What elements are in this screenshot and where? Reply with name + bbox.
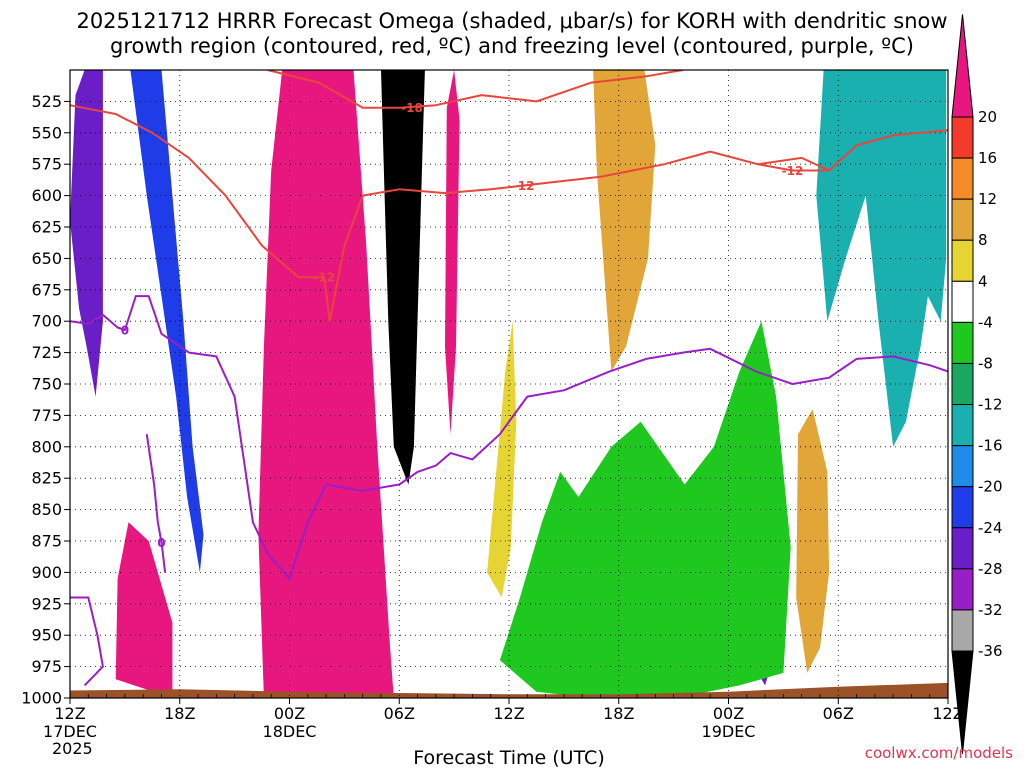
grid-lines: [69, 70, 949, 699]
y-tick-label: 825: [31, 469, 62, 488]
omega-region-1: [115, 522, 173, 698]
freezing-contour-label-1: 0: [157, 536, 165, 550]
colorbar-segment: [951, 321, 974, 364]
colorbar-label: -36: [978, 642, 1003, 660]
x-tick-label: 06Z: [384, 704, 415, 723]
colorbar-label: -28: [978, 560, 1003, 578]
y-tick-label: 925: [31, 594, 62, 613]
omega-region-10: [593, 70, 656, 372]
colorbar-segment: [951, 239, 974, 282]
x-tick-label: 12Z: [54, 704, 85, 723]
colorbar-label: -4: [978, 313, 993, 331]
y-tick-label: 550: [31, 123, 62, 142]
x-tick-label: 18Z: [603, 704, 634, 723]
y-tick-label: 675: [31, 280, 62, 299]
colorbar-segment: [951, 609, 974, 652]
x-tick-date: 18DEC: [263, 722, 317, 741]
dgz-contour-line-3: [757, 163, 830, 172]
colorbar-label: -8: [978, 354, 993, 372]
credit-text: coolwx.com/models: [865, 744, 1013, 762]
y-tick-label: 1000: [21, 689, 62, 708]
y-tick-label: 800: [31, 437, 62, 456]
y-tick-label: 850: [31, 500, 62, 519]
y-tick-label: 950: [31, 626, 62, 645]
colorbar-segment: [951, 198, 974, 241]
omega-region-0: [258, 70, 394, 698]
omega-region-3: [381, 70, 425, 485]
dgz-contour-label-2: -12: [313, 271, 335, 285]
y-tick-label: 625: [31, 218, 62, 237]
freezing-contour-label-0: 0: [121, 323, 129, 337]
x-tick-label: 18Z: [164, 704, 195, 723]
y-tick-label: 700: [31, 312, 62, 331]
colorbar-segment: [951, 116, 974, 159]
x-tick-label: 00Z: [274, 704, 305, 723]
colorbar-segment: [951, 486, 974, 529]
dgz-contour-label-0: -18: [401, 101, 423, 115]
y-tick-label: 725: [31, 343, 62, 362]
y-tick-label: 775: [31, 406, 62, 425]
y-tick-label: 900: [31, 563, 62, 582]
y-tick-label: 650: [31, 249, 62, 268]
ground-surface: [70, 682, 948, 698]
x-tick-label: 06Z: [823, 704, 854, 723]
omega-region-2: [445, 70, 460, 435]
x-tick-label: 00Z: [713, 704, 744, 723]
colorbar-segment: [951, 157, 974, 200]
colorbar-segment: [951, 404, 974, 447]
freezing-contour-line-0: [70, 295, 948, 580]
dgz-contour-line-1: [328, 129, 948, 322]
colorbar-label: -32: [978, 601, 1003, 619]
freezing-contour-line-1: [145, 434, 167, 573]
x-tick-year: 2025: [52, 739, 93, 758]
colorbar-label: 20: [978, 108, 997, 126]
dgz-contour-line-2: [70, 104, 331, 322]
colorbar-label: -20: [978, 478, 1003, 496]
x-tick-date: 17DEC: [43, 722, 97, 741]
colorbar-segment: [951, 527, 974, 570]
x-tick-label: 12Z: [493, 704, 524, 723]
colorbar-segment: [951, 568, 974, 611]
colorbar-label: 12: [978, 190, 997, 208]
omega-region-4: [70, 70, 103, 397]
colorbar-bottom-arrow: [951, 650, 974, 754]
y-tick-label: 575: [31, 155, 62, 174]
colorbar-label: 8: [978, 231, 988, 249]
colorbar-label: -24: [978, 519, 1003, 537]
y-tick-label: 975: [31, 657, 62, 676]
colorbar-segment: [951, 445, 974, 488]
y-tick-label: 600: [31, 186, 62, 205]
colorbar-segment: [951, 362, 974, 406]
x-axis-title: Forecast Time (UTC): [413, 747, 604, 768]
y-tick-label: 875: [31, 532, 62, 551]
freezing-contour-line-2: [70, 596, 104, 687]
colorbar-label: -16: [978, 437, 1003, 455]
chart-title-line-1: 2025121712 HRRR Forecast Omega (shaded, …: [76, 9, 947, 33]
x-tick-date: 19DEC: [702, 722, 756, 741]
omega-region-11: [796, 409, 830, 673]
y-tick-label: 525: [31, 92, 62, 111]
colorbar-label: -12: [978, 396, 1003, 414]
colorbar-label: 4: [978, 272, 988, 290]
chart-title-line-2: growth region (contoured, red, ºC) and f…: [110, 34, 914, 58]
dgz-contour-label-3: -12: [782, 164, 804, 178]
dgz-contour-line-0: [267, 70, 683, 109]
omega-region-7: [816, 70, 947, 447]
y-tick-label: 750: [31, 375, 62, 394]
colorbar-label: 16: [978, 149, 997, 167]
contour-lines: -18 -12 -12 -12 0 0: [70, 70, 948, 687]
omega-colorbar: 20 16 12 8 4 -4 -8 -12 -16 -20 -24 -28 -32 -36: [951, 14, 1003, 754]
ground-below-surface: [70, 682, 948, 698]
dgz-contour-label-1: -12: [513, 179, 535, 193]
x-tick-label: 12Z: [932, 704, 963, 723]
colorbar-segment: [951, 280, 974, 323]
y-axis-pressure: 525 550 575 600 625 650 675 700 725 750 775 800 825 8…: [21, 92, 70, 708]
